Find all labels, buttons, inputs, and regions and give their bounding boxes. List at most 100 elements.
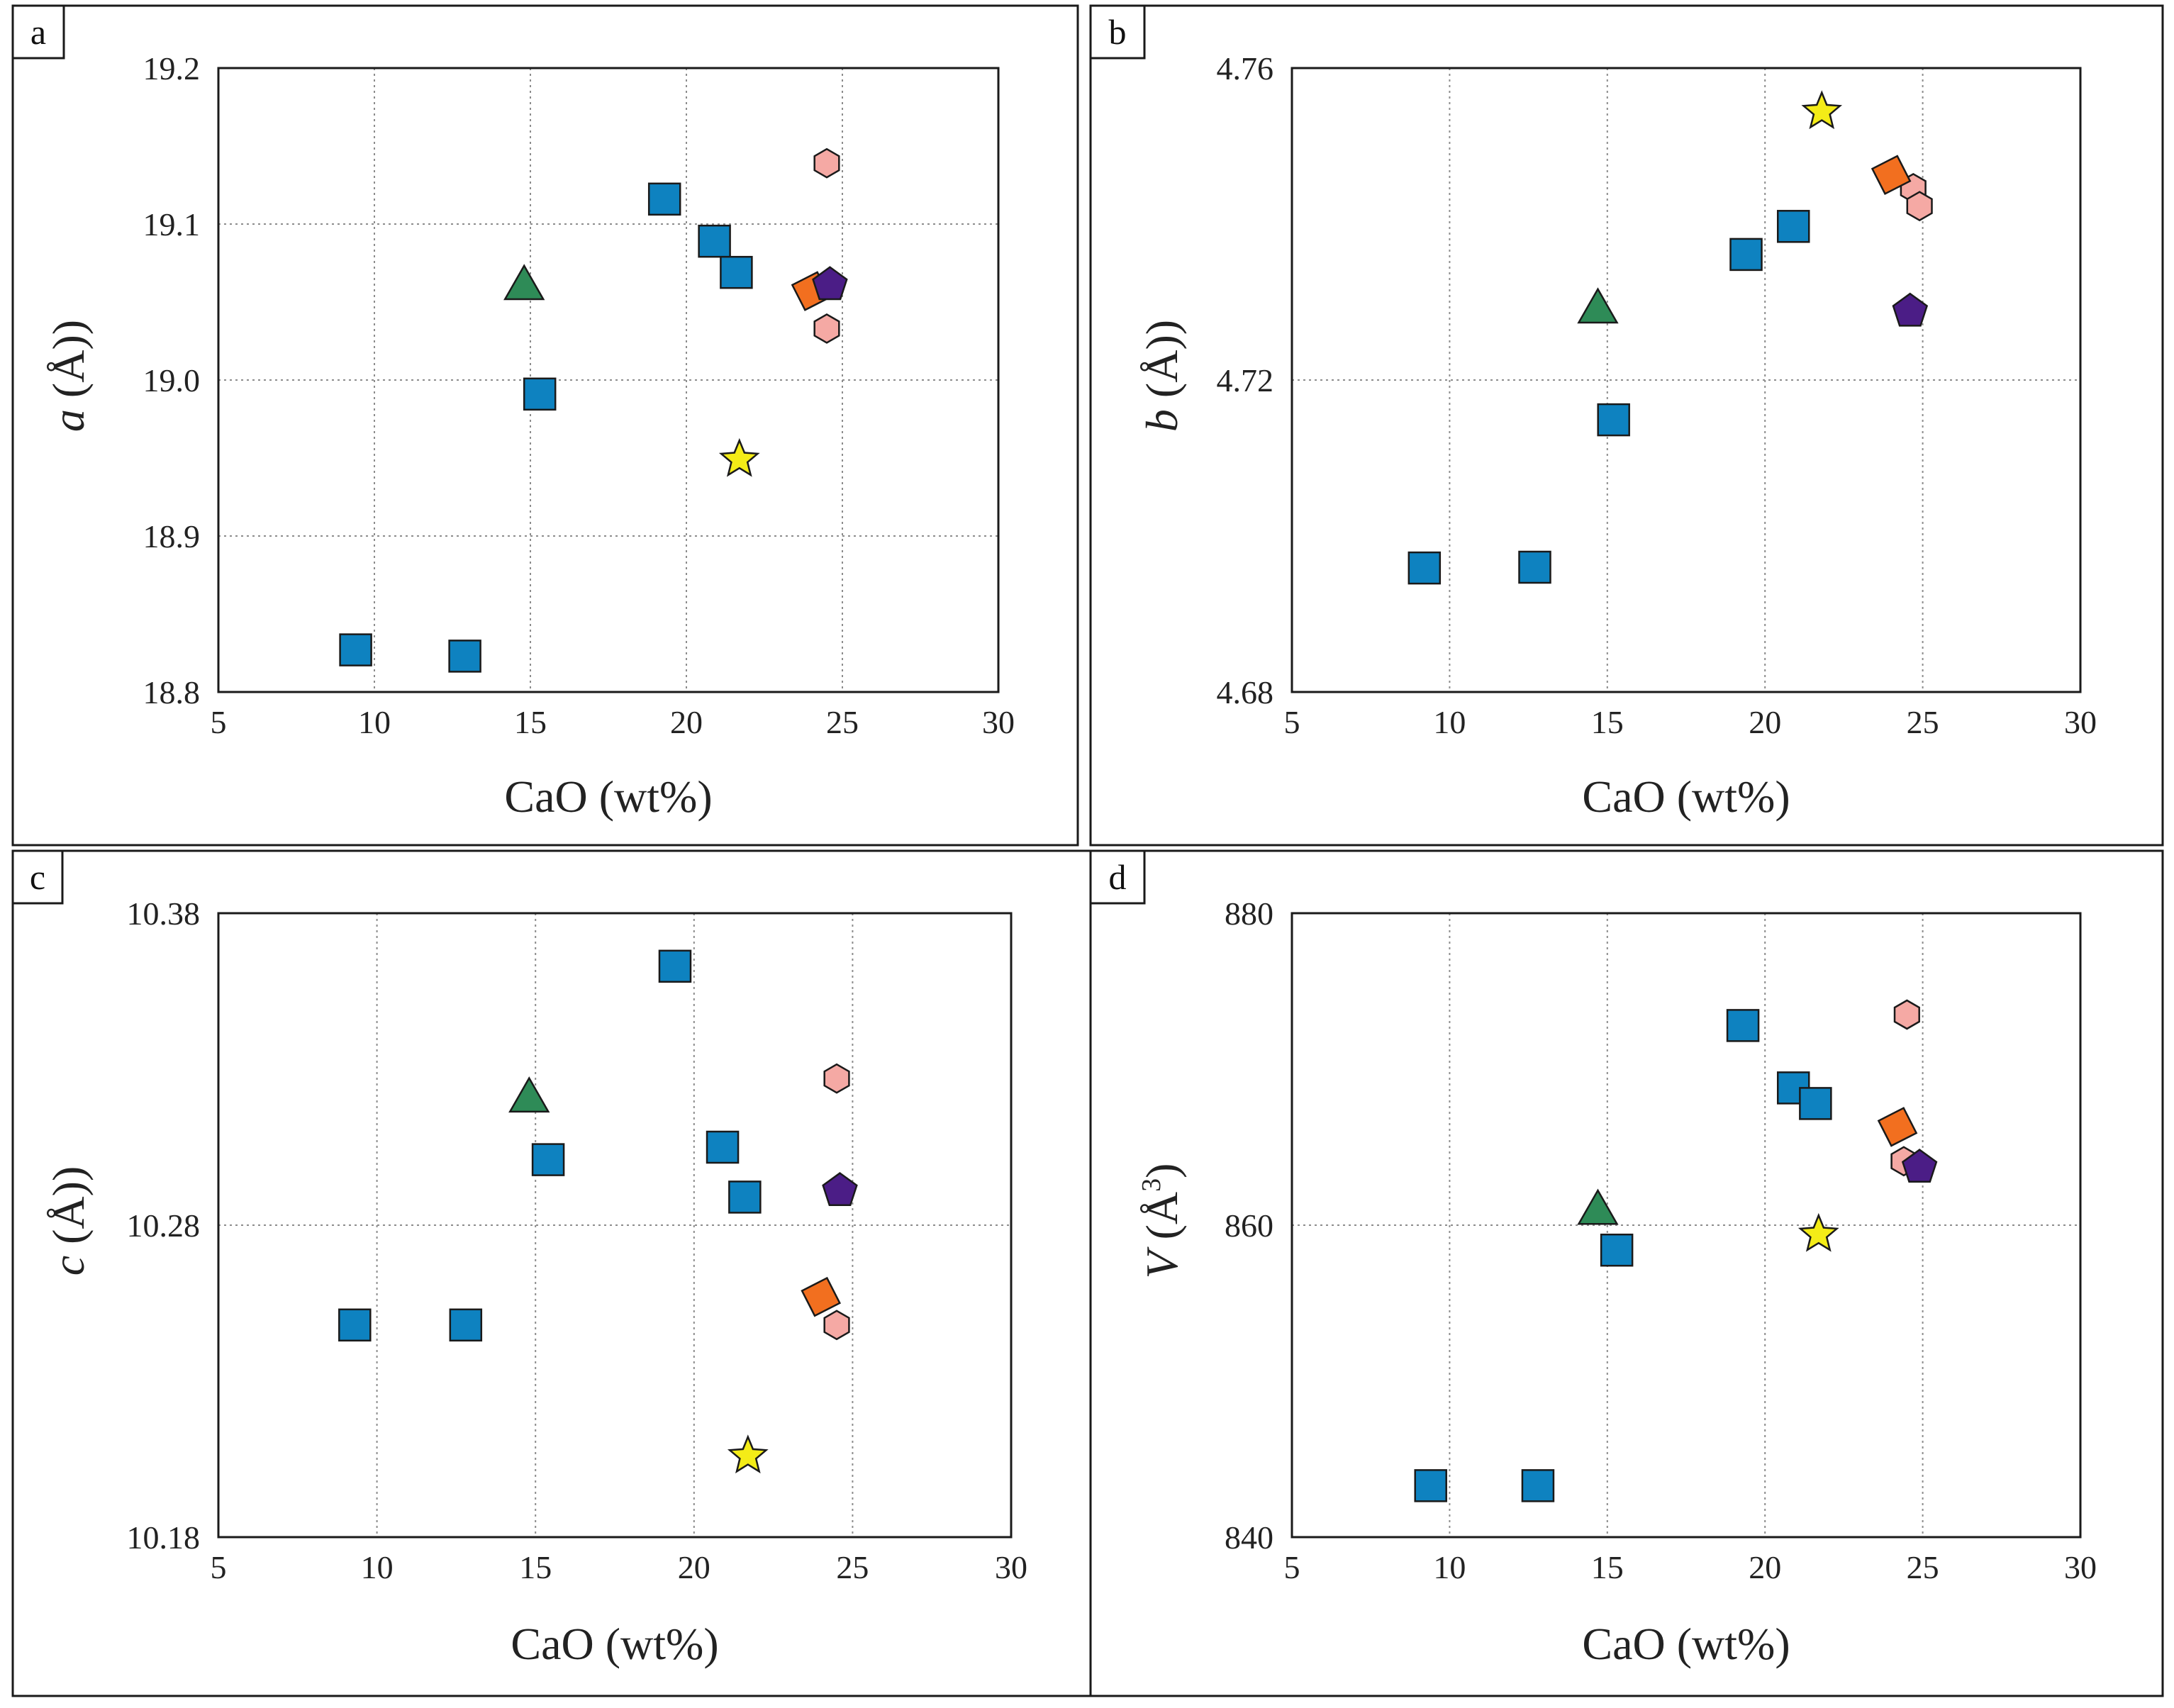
y-axis-title: a (Å)) xyxy=(43,320,94,432)
x-tick-label: 25 xyxy=(1907,704,1939,740)
plot-area xyxy=(217,912,1013,1539)
square-point xyxy=(339,633,372,666)
y-tick-label: 19.2 xyxy=(143,50,201,86)
series-pentagon xyxy=(812,266,848,301)
square-point xyxy=(1518,550,1551,584)
y-tick-label: 4.68 xyxy=(1217,674,1274,710)
panel-letter: c xyxy=(30,857,45,897)
x-tick-label: 30 xyxy=(2064,1549,2097,1585)
x-tick-label: 5 xyxy=(211,1549,227,1585)
x-tick-label: 25 xyxy=(1907,1549,1939,1585)
series-squares xyxy=(338,949,762,1342)
series-triangle xyxy=(1577,287,1619,324)
panel-frame xyxy=(11,4,1079,847)
square-point xyxy=(647,182,681,216)
panel-a: 5 10 15 20 25 30 18.8 18.9 19.0 19.1 19.2 CaO (wt%)… xyxy=(11,4,1079,847)
pentagon-point xyxy=(1901,1149,1938,1183)
x-tick-label: 20 xyxy=(670,704,703,740)
triangle-point xyxy=(508,1076,550,1113)
y-axis-unit-close: ) xyxy=(43,1166,94,1181)
series-triangle xyxy=(508,1076,550,1113)
square-point xyxy=(706,1130,740,1164)
panel-letter: b xyxy=(1109,12,1127,52)
x-tick-label: 15 xyxy=(514,704,547,740)
plot-area xyxy=(217,67,1000,693)
series-pentagon xyxy=(822,1172,858,1207)
pentagon-point xyxy=(1892,292,1929,327)
y-axis-title: c (Å)) xyxy=(43,1166,94,1276)
y-tick-label: 10.28 xyxy=(127,1207,201,1244)
hexagon-point xyxy=(1906,191,1933,222)
hexagon-point xyxy=(813,313,840,344)
hexagon-point xyxy=(1893,999,1920,1030)
square-point xyxy=(1729,238,1763,272)
plot-area xyxy=(1291,912,2082,1539)
x-tick-label: 20 xyxy=(1749,1549,1781,1585)
square-point xyxy=(1600,1233,1634,1267)
series-hexagons xyxy=(823,1063,850,1341)
square-point xyxy=(658,949,692,983)
x-tick-label: 15 xyxy=(1591,1549,1624,1585)
series-diamond xyxy=(801,1276,841,1317)
x-tick-label: 15 xyxy=(519,1549,552,1585)
series-squares xyxy=(1407,210,1810,585)
series-pentagon xyxy=(1901,1149,1938,1183)
y-tick-label: 19.0 xyxy=(143,362,201,398)
series-triangle xyxy=(1577,1188,1619,1225)
square-point xyxy=(1776,210,1810,243)
y-tick-label: 10.18 xyxy=(127,1519,201,1556)
square-point xyxy=(449,1308,483,1342)
series-hexagons xyxy=(813,147,840,344)
square-point xyxy=(698,224,731,258)
y-tick-label: 860 xyxy=(1225,1207,1273,1244)
y-axis-title: b (Å)) xyxy=(1137,320,1187,432)
y-tick-label: 4.72 xyxy=(1217,362,1274,398)
plot-area xyxy=(1291,67,2082,693)
series-hexagons xyxy=(1890,999,1920,1177)
diamond-point xyxy=(1871,155,1912,196)
y-axis-unit: (Å) xyxy=(43,335,94,409)
panel-letter-box xyxy=(11,4,65,60)
x-axis-title: CaO (wt%) xyxy=(1582,1619,1790,1669)
y-tick-label: 18.8 xyxy=(143,674,201,710)
square-point xyxy=(1414,1469,1447,1502)
series-diamond xyxy=(1871,155,1912,196)
panel-letter-box xyxy=(1089,4,1146,60)
square-point xyxy=(338,1308,372,1342)
panel-letter: a xyxy=(30,12,46,52)
x-tick-label: 5 xyxy=(1284,704,1300,740)
x-tick-label: 10 xyxy=(1433,704,1466,740)
y-tick-label: 10.38 xyxy=(127,895,201,932)
hexagon-point xyxy=(813,147,840,179)
square-point xyxy=(448,640,481,673)
y-tick-label: 880 xyxy=(1225,895,1273,932)
hexagon-point xyxy=(823,1063,850,1094)
star-point xyxy=(727,1434,769,1474)
panel-letter: d xyxy=(1109,857,1127,897)
hexagon-point xyxy=(823,1310,850,1341)
y-tick-label: 18.9 xyxy=(143,518,201,554)
x-tick-label: 25 xyxy=(826,704,859,740)
x-tick-label: 5 xyxy=(211,704,227,740)
x-tick-label: 30 xyxy=(2064,704,2097,740)
panel-frame xyxy=(1089,849,2164,1697)
x-tick-label: 20 xyxy=(678,1549,710,1585)
square-point xyxy=(531,1143,565,1176)
series-star xyxy=(718,437,760,477)
x-tick-label: 10 xyxy=(361,1549,394,1585)
star-point xyxy=(718,437,760,477)
diamond-point xyxy=(1877,1107,1918,1147)
y-axis-unit-close: ) xyxy=(43,320,94,335)
series-pentagon xyxy=(1892,292,1929,327)
pentagon-point xyxy=(812,266,848,301)
y-axis-variable: V xyxy=(1137,1246,1187,1278)
square-point xyxy=(523,377,557,411)
square-point xyxy=(1726,1009,1760,1042)
series-squares xyxy=(1414,1009,1832,1502)
y-axis-variable: c xyxy=(43,1256,94,1276)
triangle-point xyxy=(1577,1188,1619,1225)
x-tick-label: 30 xyxy=(995,1549,1027,1585)
star-point xyxy=(1797,1212,1839,1252)
